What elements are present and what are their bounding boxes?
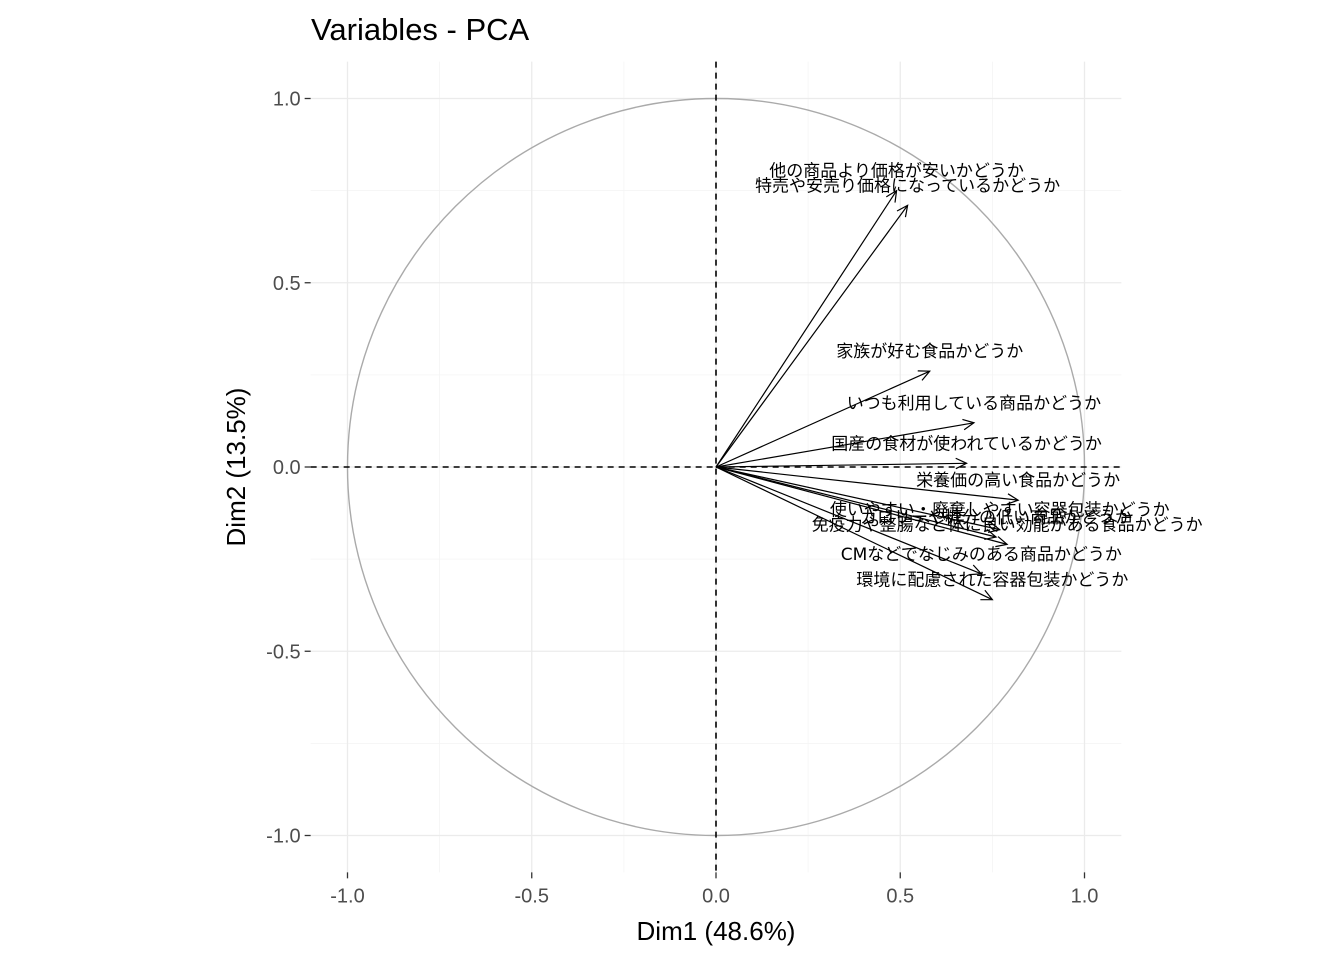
arrow-head [987, 521, 1002, 533]
x-tick-label: 0.5 [886, 885, 914, 907]
variable-arrow [715, 462, 967, 468]
variable-arrow [715, 466, 997, 538]
variable-label: 使いやすい・廃棄しやすい容器包装かどうか [830, 500, 1170, 521]
variable-arrow [715, 466, 993, 601]
variable-arrow [715, 422, 975, 468]
arrow-head [980, 589, 994, 601]
variable-arrow [715, 466, 1019, 501]
arrow-head [955, 457, 968, 470]
x-tick-label: 1.0 [1071, 885, 1099, 907]
variable-arrow [715, 190, 898, 468]
arrow-head [969, 564, 983, 576]
variable-label: 家族が好む食品かどうか [836, 342, 1023, 362]
variable-label: 免疫力や整腸など体に良い効能がある食品かどうか [812, 515, 1203, 535]
y-tick-label: 0.0 [273, 457, 301, 479]
variable-label: 国産の食材が使われているかどうか [831, 433, 1102, 454]
y-tick-label: -1.0 [266, 826, 300, 848]
x-tick-label: -0.5 [515, 885, 549, 907]
variable-arrow [715, 466, 1008, 545]
x-tick-label: 0.0 [702, 885, 730, 907]
variable-arrows [715, 189, 1020, 601]
y-tick-label: -0.5 [266, 641, 300, 663]
x-tick-label: -1.0 [330, 885, 364, 907]
arrow-head [962, 418, 976, 431]
y-tick-label: 0.5 [273, 273, 301, 295]
variable-labels: 他の商品より価格が安いかどうか特売や安売り価格になっているかどうか家族が好む食品… [755, 162, 1203, 591]
variable-label: 特売や安売り価格になっているかどうか [755, 176, 1060, 196]
variable-arrow [715, 466, 982, 575]
arrow-head [1006, 493, 1020, 505]
variable-label: 環境に配慮された容器包装かどうか [856, 571, 1128, 591]
variable-label: カロリーや糖分の低い商品かどうか [860, 508, 1132, 528]
chart-title: Variables - PCA [311, 12, 530, 47]
arrow-head [995, 536, 1009, 548]
variable-label: 他の商品より価格が安いかどうか [769, 162, 1024, 182]
x-axis-title: Dim1 (48.6%) [637, 916, 796, 946]
arrow-head [984, 528, 998, 541]
variable-arrow [715, 370, 930, 468]
variable-label: CMなどでなじみのある商品かどうか [841, 545, 1122, 565]
y-tick-label: 1.0 [273, 89, 301, 111]
arrow-head [885, 189, 898, 203]
arrow-head [917, 370, 931, 381]
y-axis-title: Dim2 (13.5%) [221, 388, 251, 547]
arrow-head [896, 204, 909, 218]
x-axis: -1.0 -0.5 0.0 0.5 1.0 [330, 872, 1098, 907]
variable-arrow [715, 205, 909, 468]
variable-label: 栄養価の高い食品かどうか [916, 471, 1120, 491]
variable-label: いつも利用している商品かどうか [847, 394, 1102, 414]
variable-arrow [715, 466, 1000, 531]
y-axis: -1.0 -0.5 0.0 0.5 1.0 [266, 89, 311, 848]
